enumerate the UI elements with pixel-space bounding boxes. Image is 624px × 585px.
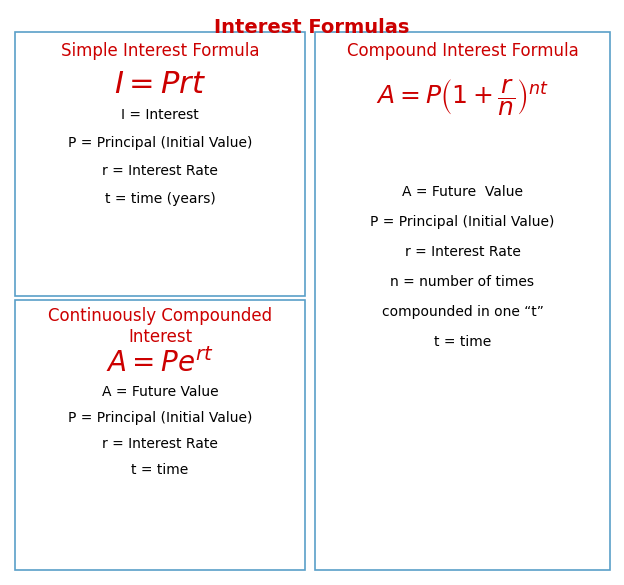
Text: r = Interest Rate: r = Interest Rate <box>102 437 218 451</box>
FancyBboxPatch shape <box>15 32 305 296</box>
FancyBboxPatch shape <box>15 300 305 570</box>
Text: n = number of times: n = number of times <box>391 275 535 289</box>
Text: compounded in one “t”: compounded in one “t” <box>381 305 544 319</box>
Text: t = time: t = time <box>434 335 491 349</box>
Text: Compound Interest Formula: Compound Interest Formula <box>346 42 578 60</box>
Text: $I = Prt$: $I = Prt$ <box>114 70 206 99</box>
Text: I = Interest: I = Interest <box>121 108 199 122</box>
Text: A = Future Value: A = Future Value <box>102 385 218 399</box>
Text: r = Interest Rate: r = Interest Rate <box>404 245 520 259</box>
Text: r = Interest Rate: r = Interest Rate <box>102 164 218 178</box>
Text: A = Future  Value: A = Future Value <box>402 185 523 199</box>
Text: t = time (years): t = time (years) <box>105 192 215 206</box>
Text: Interest Formulas: Interest Formulas <box>214 18 410 37</box>
Text: P = Principal (Initial Value): P = Principal (Initial Value) <box>370 215 555 229</box>
Text: P = Principal (Initial Value): P = Principal (Initial Value) <box>68 136 252 150</box>
Text: Continuously Compounded
Interest: Continuously Compounded Interest <box>48 307 272 346</box>
Text: Simple Interest Formula: Simple Interest Formula <box>61 42 259 60</box>
Text: $A = Pe^{rt}$: $A = Pe^{rt}$ <box>106 349 214 378</box>
FancyBboxPatch shape <box>315 32 610 570</box>
Text: $A = P\left(1+\dfrac{r}{n}\right)^{nt}$: $A = P\left(1+\dfrac{r}{n}\right)^{nt}$ <box>376 77 549 117</box>
Text: t = time: t = time <box>132 463 188 477</box>
Text: P = Principal (Initial Value): P = Principal (Initial Value) <box>68 411 252 425</box>
